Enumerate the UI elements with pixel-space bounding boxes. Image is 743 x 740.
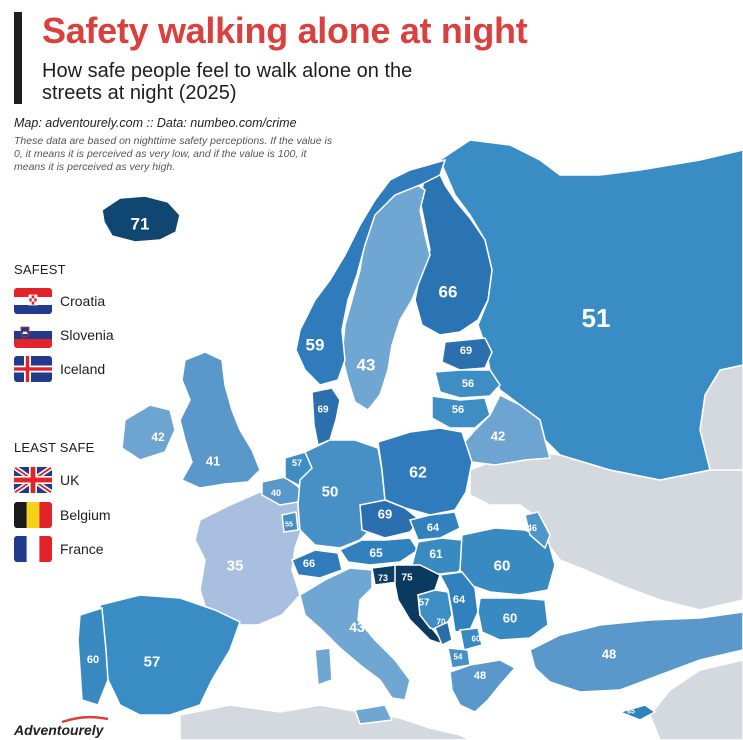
flag-uk-icon (14, 467, 52, 493)
region-sicily (353, 704, 394, 725)
country-latvia (434, 369, 501, 399)
value-italy: 43 (349, 619, 365, 635)
country-denmark (311, 387, 341, 447)
legend-country-label: Croatia (60, 293, 106, 309)
legend-safest-item: Slovenia (14, 322, 114, 348)
legend-country-label: Iceland (60, 361, 106, 377)
value-france: 35 (227, 558, 244, 575)
value-estonia: 69 (460, 345, 472, 357)
legend-least-safe-item: Belgium (14, 502, 111, 528)
country-finland (414, 169, 493, 336)
value-bulgaria: 60 (503, 611, 517, 626)
value-russia: 51 (582, 303, 611, 333)
page-subtitle: How safe people feel to walk alone on th… (42, 60, 413, 104)
country-sweden (341, 179, 431, 411)
page-title: Safety walking alone at night (42, 10, 528, 51)
legend-safest-item: Croatia (14, 288, 105, 314)
country-uk (179, 351, 261, 489)
data-note: These data are based on nighttime safety… (14, 135, 333, 173)
country-switzerland (291, 549, 343, 579)
value-montenegro: 70 (437, 618, 446, 627)
value-serbia: 64 (453, 594, 466, 606)
value-greece: 48 (474, 670, 486, 682)
country-bulgaria (477, 597, 549, 641)
country-cyprus (617, 704, 657, 721)
value-slovenia: 73 (378, 573, 388, 583)
flag-slovenia-icon (14, 322, 52, 348)
value-portugal: 60 (87, 654, 99, 666)
country-italy (299, 567, 411, 701)
value-north-macedonia: 54 (454, 653, 463, 662)
value-finland: 66 (439, 283, 458, 302)
value-germany: 50 (322, 484, 339, 501)
logo-swoosh-icon (61, 715, 109, 724)
legend-country-label: Slovenia (60, 327, 114, 343)
legend-country-label: UK (60, 472, 80, 488)
region-sardinia (314, 647, 333, 687)
value-uk: 41 (206, 454, 220, 469)
country-greece (449, 659, 517, 713)
value-denmark: 69 (317, 405, 329, 416)
legend-least-safe-item: UK (14, 467, 79, 493)
header-accent-bar (14, 12, 22, 104)
flag-belgium-icon (14, 502, 52, 528)
value-turkey: 48 (602, 647, 616, 662)
value-luxembourg: 55 (285, 522, 293, 529)
legend-country-label: Belgium (60, 507, 111, 523)
value-slovakia: 64 (427, 522, 440, 534)
country-spain (99, 594, 241, 716)
legend-safest-heading: SAFEST (14, 262, 66, 277)
country-slovakia (408, 511, 461, 541)
value-netherlands: 57 (292, 458, 302, 468)
value-czechia: 69 (378, 507, 392, 522)
value-spain: 57 (144, 654, 161, 671)
country-norway (295, 158, 447, 386)
value-poland: 62 (409, 465, 427, 482)
legend-safest-item: Iceland (14, 356, 105, 382)
value-cyprus: 65 (627, 709, 635, 716)
value-switzerland: 66 (303, 558, 315, 570)
value-hungary: 61 (429, 547, 443, 561)
value-latvia: 56 (462, 378, 474, 390)
country-kosovo (459, 627, 483, 651)
country-moldova (524, 511, 551, 550)
value-sweden: 43 (357, 356, 376, 375)
country-portugal (77, 607, 109, 706)
value-belgium: 40 (271, 488, 281, 498)
country-iceland (101, 195, 181, 243)
value-norway: 59 (306, 336, 325, 355)
flag-croatia-icon (14, 288, 52, 314)
value-moldova: 46 (527, 523, 537, 533)
value-romania: 60 (494, 558, 511, 575)
source-credit: Map: adventourely.com :: Data: numbeo.co… (14, 116, 297, 130)
brand-logo: Adventourely (14, 722, 104, 738)
value-bosnia: 57 (418, 598, 430, 609)
value-iceland: 71 (131, 215, 150, 234)
country-luxembourg (281, 511, 299, 533)
country-montenegro (434, 620, 453, 647)
legend-least-safe-item: France (14, 536, 104, 562)
country-turkey (529, 611, 743, 693)
flag-iceland-icon (14, 356, 52, 382)
value-kosovo: 60 (472, 635, 481, 644)
value-austria: 65 (369, 546, 383, 560)
value-belarus: 42 (491, 429, 505, 444)
value-lithuania: 56 (452, 404, 464, 416)
country-ireland (121, 404, 176, 461)
country-estonia (441, 337, 493, 371)
legend-least-safe-heading: LEAST SAFE (14, 440, 95, 455)
value-ireland: 42 (151, 430, 165, 444)
flag-france-icon (14, 536, 52, 562)
country-poland (377, 427, 473, 516)
legend-country-label: France (60, 541, 104, 557)
value-croatia: 75 (401, 573, 413, 584)
